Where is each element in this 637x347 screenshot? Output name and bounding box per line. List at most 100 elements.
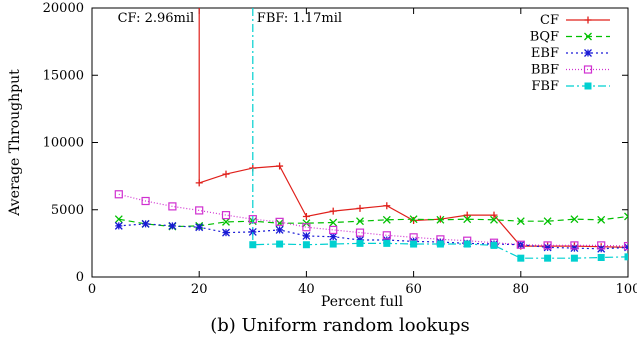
x-tick-label: 20: [191, 282, 208, 297]
point-ebf: [168, 221, 177, 230]
point-bqf: [356, 217, 364, 226]
point-ebf: [248, 227, 257, 236]
legend-label-bqf: BQF: [530, 30, 559, 45]
point-bbf: [221, 211, 231, 220]
point-fbf: [383, 239, 391, 247]
series-layer: [114, 8, 628, 262]
point-bqf: [624, 212, 628, 221]
point-bqf: [409, 215, 418, 224]
point-bqf: [436, 215, 445, 224]
point-fbf: [624, 253, 628, 261]
x-axis-label: Percent full: [321, 294, 404, 310]
point-bbf: [355, 228, 365, 237]
point-ebf: [570, 244, 579, 253]
point-bbf: [302, 223, 311, 232]
point-ebf: [543, 243, 552, 252]
point-bqf: [382, 215, 391, 224]
point-cf: [302, 212, 310, 220]
annotation-0: CF: 2.96mil: [118, 11, 195, 26]
point-bbf: [168, 202, 177, 211]
point-fbf: [597, 253, 605, 261]
point-fbf: [436, 240, 444, 248]
point-bbf: [195, 206, 204, 215]
point-bqf: [222, 217, 230, 226]
point-bbf: [382, 231, 391, 240]
point-cf: [195, 179, 203, 187]
point-fbf: [302, 241, 310, 249]
series-bqf: [114, 212, 628, 231]
series-bbf: [114, 190, 628, 251]
x-tick-label: 100: [616, 282, 637, 297]
series-line-cf: [198, 8, 628, 248]
point-bbf: [516, 240, 525, 249]
point-bbf: [141, 196, 150, 206]
annotations: CF: 2.96mil FBF: 1.17mil: [118, 11, 342, 26]
point-bbf: [275, 217, 284, 226]
legend-marker-ebf: [584, 49, 592, 57]
point-cf: [463, 211, 471, 219]
point-cf: [356, 204, 364, 212]
point-bqf: [543, 217, 552, 226]
point-bbf: [543, 241, 552, 250]
y-axis-label: Average Throughput: [7, 69, 23, 217]
point-fbf: [463, 240, 471, 248]
y-tick-label: 15000: [43, 68, 84, 83]
point-ebf: [114, 221, 123, 230]
point-bqf: [329, 218, 338, 227]
point-fbf: [570, 254, 578, 262]
y-tick-label: 0: [76, 270, 84, 285]
point-bbf: [597, 241, 606, 250]
series-line-fbf: [252, 8, 628, 259]
figure-caption: (b) Uniform random lookups: [210, 315, 469, 336]
x-tick-label: 80: [513, 282, 530, 297]
x-tick-label: 60: [405, 282, 422, 297]
series-fbf: [249, 8, 628, 262]
series-line-ebf: [118, 223, 628, 250]
point-bbf: [114, 190, 123, 199]
point-ebf: [141, 219, 150, 228]
point-cf: [329, 207, 337, 215]
x-tick-label: 0: [88, 282, 96, 297]
point-bbf: [623, 241, 628, 251]
point-fbf: [517, 254, 525, 262]
point-cf: [276, 162, 284, 170]
point-fbf: [544, 254, 552, 262]
point-bqf: [490, 215, 498, 224]
axes: 0 20 40 60 80 100 0 5000 10000 15000 20000: [43, 1, 637, 297]
point-fbf: [249, 241, 257, 249]
point-cf: [490, 211, 498, 219]
legend-label-ebf: EBF: [531, 46, 559, 61]
point-bqf: [114, 215, 123, 224]
point-bbf: [329, 225, 338, 235]
legend-marker-bqf: [584, 32, 592, 41]
series-cf: [195, 8, 628, 251]
legend-label-fbf: FBF: [531, 79, 559, 94]
series-line-bqf: [118, 215, 628, 228]
point-bqf: [597, 215, 606, 224]
annotation-1: FBF: 1.17mil: [257, 11, 342, 26]
point-bqf: [516, 217, 525, 226]
point-cf: [410, 217, 418, 225]
point-fbf: [410, 240, 418, 248]
legend-marker-bbf: [583, 65, 593, 74]
point-ebf: [275, 225, 284, 234]
point-fbf: [329, 240, 337, 248]
x-tick-label: 40: [298, 282, 315, 297]
point-cf: [383, 202, 391, 210]
legend-marker-fbf: [584, 82, 592, 90]
point-fbf: [490, 241, 498, 249]
point-ebf: [329, 232, 338, 241]
point-bqf: [570, 215, 579, 224]
y-tick-label: 20000: [43, 1, 84, 16]
y-tick-label: 10000: [43, 136, 84, 151]
legend-marker-cf: [584, 16, 592, 24]
series-ebf: [114, 219, 628, 253]
y-tick-label: 5000: [51, 203, 84, 218]
point-fbf: [276, 240, 284, 248]
legend-label-bbf: BBF: [531, 63, 559, 78]
point-ebf: [302, 232, 311, 240]
point-cf: [222, 170, 230, 178]
point-ebf: [222, 228, 230, 237]
